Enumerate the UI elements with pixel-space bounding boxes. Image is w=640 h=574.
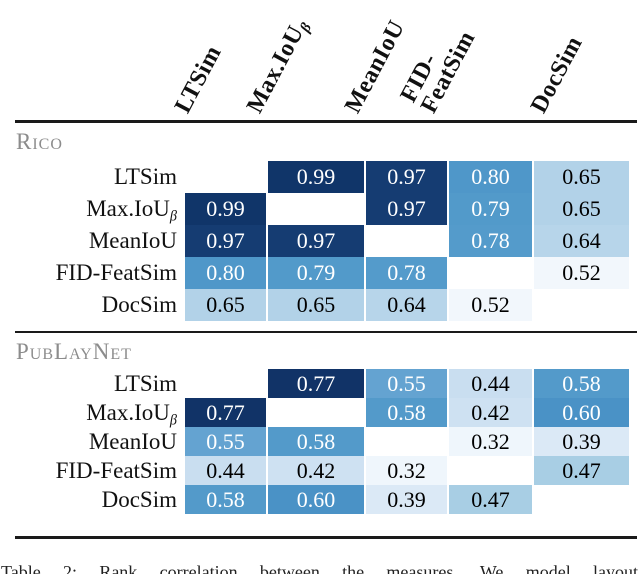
matrix-cell: 0.60: [532, 398, 629, 427]
matrix-cell: [532, 289, 629, 321]
section-label-publaynet: PubLayNet: [16, 339, 132, 364]
matrix-cell: 0.55: [364, 369, 447, 398]
matrix-cell: [447, 257, 532, 289]
table-row: DocSim 0.58 0.60 0.39 0.47: [0, 485, 640, 514]
matrix-cell: 0.58: [364, 398, 447, 427]
middle-rule: [15, 331, 637, 333]
matrix-cell: 0.97: [364, 193, 447, 225]
row-label: FID-FeatSim: [55, 260, 177, 285]
table-row: MeanIoU 0.55 0.58 0.32 0.39: [0, 427, 640, 456]
table-row: FID-FeatSim 0.80 0.79 0.78 0.52: [0, 257, 640, 289]
table-row: DocSim 0.65 0.65 0.64 0.52: [0, 289, 640, 321]
matrix-cell: 0.80: [183, 257, 266, 289]
row-label: DocSim: [101, 487, 177, 512]
matrix-cell: 0.32: [447, 427, 532, 456]
matrix-cell: 0.97: [183, 225, 266, 257]
row-label: FID-FeatSim: [55, 458, 177, 483]
matrix-cell: 0.58: [532, 369, 629, 398]
row-label: MeanIoU: [88, 429, 177, 454]
matrix-cell: 0.47: [532, 456, 629, 485]
matrix-cell: 0.32: [364, 456, 447, 485]
matrix-cell: [183, 369, 266, 398]
table-row: Max.IoUβ 0.77 0.58 0.42 0.60: [0, 398, 640, 427]
matrix-cell: [183, 161, 266, 193]
matrix-cell: 0.78: [364, 257, 447, 289]
matrix-cell: [266, 193, 364, 225]
matrix-cell: 0.65: [532, 193, 629, 225]
matrix-cell: 0.65: [183, 289, 266, 321]
matrix-cell: 0.99: [266, 161, 364, 193]
matrix-cell: 0.64: [364, 289, 447, 321]
matrix-cell: 0.99: [183, 193, 266, 225]
column-header-docsim: DocSim: [525, 31, 588, 118]
matrix-cell: 0.39: [364, 485, 447, 514]
caption: Table 2: Rank correlation between the me…: [1, 562, 638, 574]
matrix-cell: 0.39: [532, 427, 629, 456]
matrix-cell: [364, 427, 447, 456]
matrix-cell: 0.52: [447, 289, 532, 321]
matrix-cell: 0.52: [532, 257, 629, 289]
table-row: LTSim 0.77 0.55 0.44 0.58: [0, 369, 640, 398]
matrix-cell: 0.44: [183, 456, 266, 485]
rico-matrix: LTSim 0.99 0.97 0.80 0.65 Max.IoUβ 0.99 …: [0, 161, 640, 321]
matrix-cell: [364, 225, 447, 257]
matrix-cell: 0.42: [447, 398, 532, 427]
column-header-fid-featsim: FID- FeatSim: [395, 26, 481, 118]
table-row: Max.IoUβ 0.99 0.97 0.79 0.65: [0, 193, 640, 225]
matrix-cell: 0.58: [183, 485, 266, 514]
matrix-cell: 0.97: [364, 161, 447, 193]
matrix-cell: 0.64: [532, 225, 629, 257]
matrix-cell: 0.60: [266, 485, 364, 514]
matrix-cell: 0.79: [447, 193, 532, 225]
matrix-cell: 0.97: [266, 225, 364, 257]
matrix-cell: 0.65: [266, 289, 364, 321]
matrix-cell: 0.78: [447, 225, 532, 257]
row-label: LTSim: [113, 371, 177, 396]
matrix-cell: 0.47: [447, 485, 532, 514]
matrix-cell: 0.77: [183, 398, 266, 427]
matrix-cell: 0.42: [266, 456, 364, 485]
row-label: LTSim: [113, 164, 177, 189]
bottom-rule: [15, 536, 637, 539]
top-rule: [15, 120, 637, 123]
row-label: Max.IoUβ: [86, 400, 177, 429]
row-label: Max.IoUβ: [86, 196, 177, 225]
table-row: MeanIoU 0.97 0.97 0.78 0.64: [0, 225, 640, 257]
matrix-cell: [532, 485, 629, 514]
table-row: LTSim 0.99 0.97 0.80 0.65: [0, 161, 640, 193]
section-label-rico: Rico: [16, 129, 63, 154]
matrix-cell: 0.65: [532, 161, 629, 193]
row-label: MeanIoU: [88, 228, 177, 253]
column-headers: LTSim Max.IoUβ MeanIoU FID- FeatSim D: [0, 0, 640, 120]
matrix-cell: [266, 398, 364, 427]
matrix-cell: 0.55: [183, 427, 266, 456]
matrix-cell: 0.44: [447, 369, 532, 398]
matrix-cell: 0.80: [447, 161, 532, 193]
matrix-cell: 0.77: [266, 369, 364, 398]
matrix-cell: 0.58: [266, 427, 364, 456]
table-row: FID-FeatSim 0.44 0.42 0.32 0.47: [0, 456, 640, 485]
publaynet-matrix: LTSim 0.77 0.55 0.44 0.58 Max.IoUβ 0.77 …: [0, 369, 640, 514]
matrix-cell: [447, 456, 532, 485]
matrix-cell: 0.79: [266, 257, 364, 289]
row-label: DocSim: [101, 292, 177, 317]
